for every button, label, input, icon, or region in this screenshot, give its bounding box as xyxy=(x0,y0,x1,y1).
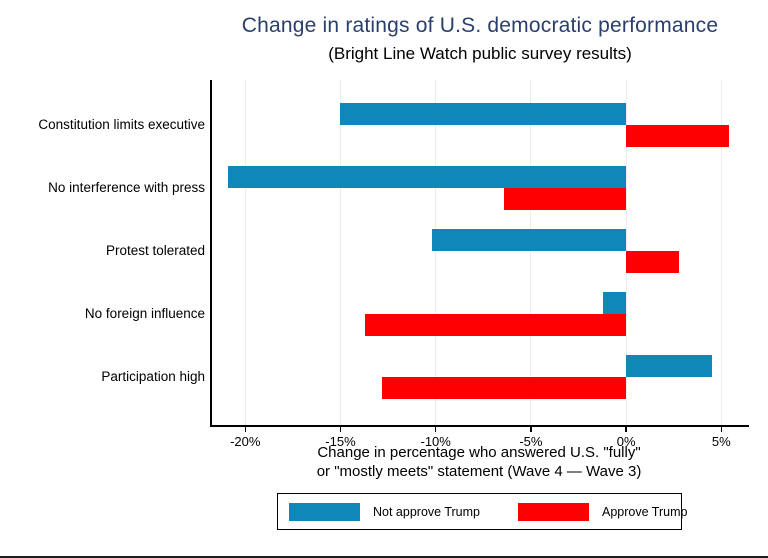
chart-subtitle: (Bright Line Watch public survey results… xyxy=(328,44,632,63)
bar-approve-trump-no-foreign-influence xyxy=(365,314,627,336)
category-label-no-interference-with-press: No interference with press xyxy=(48,180,205,195)
bar-not-approve-trump-constitution-limits-executive xyxy=(340,103,627,125)
bar-approve-trump-participation-high xyxy=(382,377,627,399)
x-axis-line xyxy=(210,425,749,427)
bar-approve-trump-protest-tolerated xyxy=(626,251,680,273)
x-tick-label-5%: 5% xyxy=(711,434,731,449)
x-tick-label--10%: -10% xyxy=(420,434,451,449)
x-tick-5% xyxy=(720,427,723,432)
category-label-no-foreign-influence: No foreign influence xyxy=(84,306,205,321)
legend-swatch-not-approve-trump xyxy=(289,502,360,521)
bar-not-approve-trump-no-interference-with-press xyxy=(228,166,627,188)
x-axis-title-line2: or "mostly meets" statement (Wave 4 — Wa… xyxy=(316,463,642,480)
x-tick-label--15%: -15% xyxy=(325,434,356,449)
category-label-protest-tolerated: Protest tolerated xyxy=(105,243,205,258)
bar-approve-trump-constitution-limits-executive xyxy=(626,125,729,147)
x-tick-label-0%: 0% xyxy=(616,434,636,449)
plot-area: -20% -15% -10% -5% 0% 5% xyxy=(210,80,749,449)
legend-item-approve-trump: Approve Trump xyxy=(518,502,688,521)
x-tick-label--20%: -20% xyxy=(230,434,261,449)
legend-swatch-approve-trump xyxy=(518,502,589,521)
category-label-constitution-limits-executive: Constitution limits executive xyxy=(38,117,205,132)
legend: Not approve Trump Approve Trump xyxy=(277,493,687,530)
legend-label-not-approve-trump: Not approve Trump xyxy=(373,504,480,519)
gridline-5% xyxy=(720,80,722,425)
y-axis-line xyxy=(210,80,212,427)
x-tick--15% xyxy=(339,427,342,432)
x-axis-title-line1: Change in percentage who answered U.S. "… xyxy=(317,444,641,461)
gridline--15% xyxy=(339,80,341,425)
x-tick--20% xyxy=(244,427,247,432)
category-label-participation-high: Participation high xyxy=(101,369,205,384)
legend-label-approve-trump: Approve Trump xyxy=(602,504,688,519)
bar-not-approve-trump-protest-tolerated xyxy=(431,229,627,251)
bar-not-approve-trump-participation-high xyxy=(626,355,712,377)
chart-title: Change in ratings of U.S. democratic per… xyxy=(241,14,719,37)
x-tick-label--5%: -5% xyxy=(519,434,543,449)
gridline--10% xyxy=(435,80,437,425)
gridline--20% xyxy=(244,80,246,425)
x-tick--5% xyxy=(530,427,532,432)
bar-not-approve-trump-no-foreign-influence xyxy=(603,292,627,314)
x-tick--10% xyxy=(434,427,437,432)
bar-approve-trump-no-interference-with-press xyxy=(504,188,627,210)
legend-item-not-approve-trump: Not approve Trump xyxy=(289,502,480,521)
x-tick-0% xyxy=(625,427,627,432)
gridline--5% xyxy=(530,80,532,425)
